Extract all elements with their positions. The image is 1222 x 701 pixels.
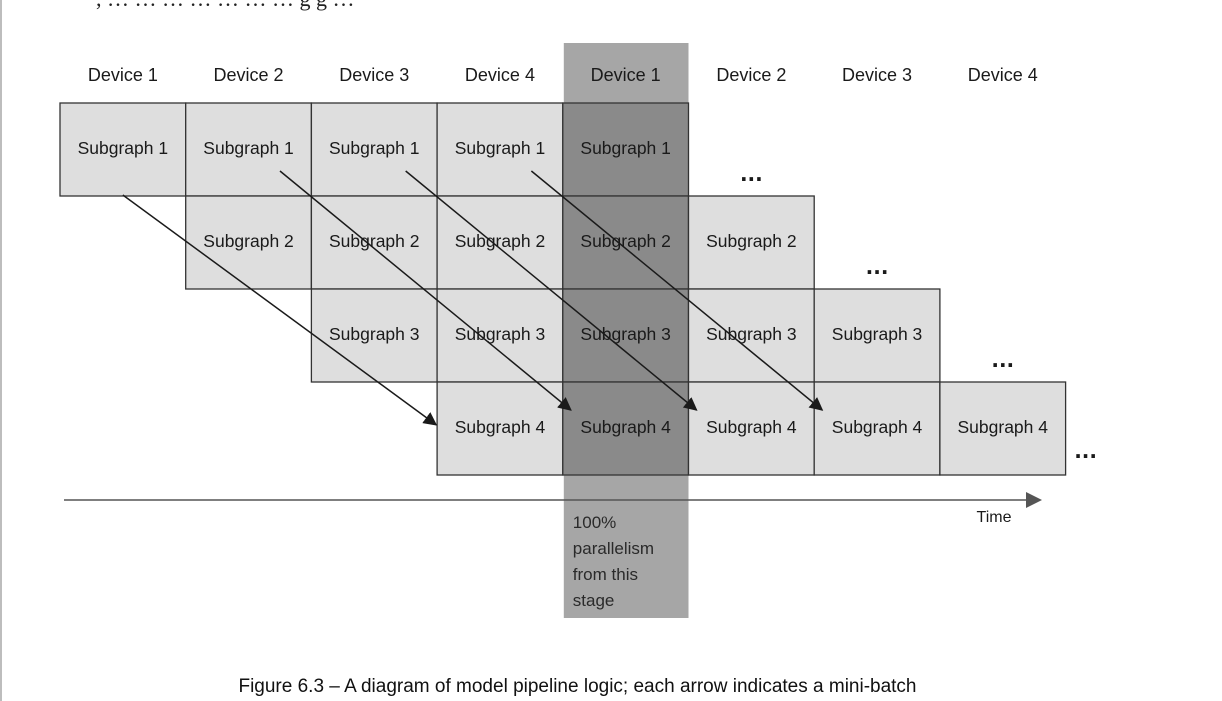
- subgraph-cell: [813, 288, 941, 383]
- subgraph-cell-label: Subgraph 4: [958, 417, 1049, 437]
- subgraph-cell-label: Subgraph 2: [706, 231, 797, 251]
- subgraph-cell: [562, 381, 690, 476]
- subgraph-cell: [813, 381, 941, 476]
- device-header: Device 3: [842, 65, 912, 85]
- subgraph-cell-label: Subgraph 4: [832, 417, 923, 437]
- subgraph-cell: [310, 195, 438, 290]
- device-header: Device 4: [968, 65, 1038, 85]
- subgraph-cell: [436, 195, 564, 290]
- parallelism-note-line: 100%: [573, 513, 616, 532]
- ellipsis-marker: ...: [1074, 439, 1097, 463]
- device-header: Device 4: [465, 65, 535, 85]
- subgraph-cell-label: Subgraph 3: [832, 324, 923, 344]
- subgraph-cell-label: Subgraph 3: [455, 324, 546, 344]
- subgraph-cell-label: Subgraph 3: [706, 324, 797, 344]
- mini-batch-arrow: [530, 170, 824, 411]
- parallelism-note-line: stage: [573, 591, 615, 610]
- subgraph-cell-label: Subgraph 4: [706, 417, 797, 437]
- subgraph-cell: [939, 381, 1067, 476]
- time-axis-arrowhead: [1026, 492, 1042, 508]
- cropped-top-text: , … … … … … … … g g …: [96, 0, 355, 12]
- mini-batch-arrow: [405, 170, 698, 411]
- ellipsis-marker: ...: [991, 348, 1014, 372]
- device-header: Device 1: [88, 65, 158, 85]
- subgraph-cell: [687, 381, 815, 476]
- subgraph-cell: [562, 288, 690, 383]
- subgraph-cell-label: Subgraph 2: [203, 231, 294, 251]
- subgraph-cell-label: Subgraph 1: [329, 138, 420, 158]
- ellipsis-marker: ...: [740, 162, 763, 186]
- ellipsis-marker: ...: [866, 255, 889, 279]
- subgraph-cell-label: Subgraph 1: [580, 138, 671, 158]
- subgraph-cell: [562, 195, 690, 290]
- page-left-rule: [0, 0, 2, 701]
- subgraph-cell-label: Subgraph 1: [203, 138, 294, 158]
- device-header: Device 3: [339, 65, 409, 85]
- subgraph-cell: [436, 381, 564, 476]
- subgraph-cell-label: Subgraph 1: [455, 138, 546, 158]
- device-header: Device 2: [214, 65, 284, 85]
- subgraph-cell-label: Subgraph 4: [455, 417, 546, 437]
- figure-caption: Figure 6.3 – A diagram of model pipeline…: [238, 676, 917, 697]
- time-axis-label: Time: [977, 509, 1012, 526]
- parallelism-note-line: from this: [573, 565, 638, 584]
- subgraph-cell-label: Subgraph 3: [580, 324, 671, 344]
- subgraph-cell: [59, 102, 187, 197]
- subgraph-cell: [436, 288, 564, 383]
- subgraph-cell-label: Subgraph 1: [78, 138, 169, 158]
- mini-batch-arrow: [122, 194, 438, 426]
- subgraph-cell-label: Subgraph 3: [329, 324, 420, 344]
- subgraph-cell-label: Subgraph 2: [329, 231, 420, 251]
- device-header: Device 1: [591, 65, 661, 85]
- subgraph-cell-label: Subgraph 2: [580, 231, 671, 251]
- subgraph-cell-label: Subgraph 4: [580, 417, 671, 437]
- subgraph-cell-label: Subgraph 2: [455, 231, 546, 251]
- subgraph-cell: [562, 102, 690, 197]
- parallelism-note-line: parallelism: [573, 539, 654, 558]
- device-header: Device 2: [716, 65, 786, 85]
- mini-batch-arrow: [279, 170, 572, 411]
